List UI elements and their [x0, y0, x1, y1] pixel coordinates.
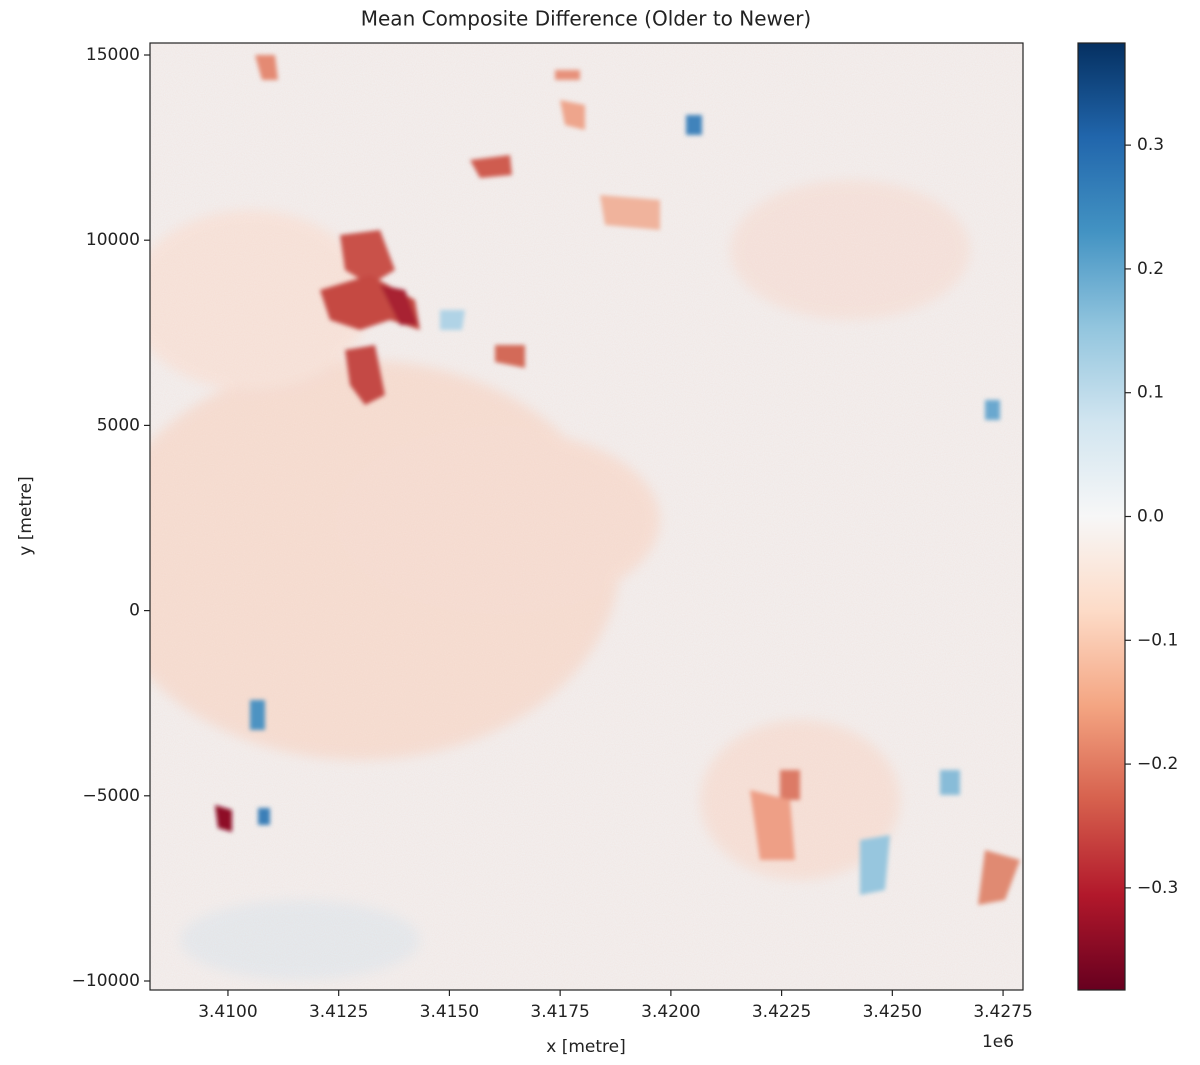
x-tick-label: 3.4125	[309, 1002, 368, 1022]
y-tick-label: −10000	[72, 971, 140, 991]
colorbar-tick-label: 0.3	[1137, 135, 1164, 155]
y-tick-label: 10000	[86, 230, 140, 250]
y-tick-label: 15000	[86, 45, 140, 65]
x-offset-label: 1e6	[982, 1032, 1014, 1052]
y-axis-label: y [metre]	[16, 476, 36, 556]
x-tick-label: 3.4250	[863, 1002, 922, 1022]
colorbar	[1077, 42, 1126, 991]
x-tick-label: 3.4200	[641, 1002, 700, 1022]
raster	[150, 43, 1023, 990]
y-tick-label: 0	[129, 601, 140, 621]
colorbar-tick-label: −0.3	[1137, 878, 1178, 898]
y-tick-label: 5000	[97, 415, 140, 435]
x-tick-label: 3.4150	[420, 1002, 479, 1022]
colorbar-tick-label: 0.2	[1137, 259, 1164, 279]
colorbar-tick-label: −0.1	[1137, 630, 1178, 650]
colorbar-tick-label: 0.1	[1137, 383, 1164, 403]
x-tick-label: 3.4225	[752, 1002, 811, 1022]
x-tick-label: 3.4175	[530, 1002, 589, 1022]
x-tick-label: 3.4275	[973, 1002, 1032, 1022]
plot-frame	[149, 42, 1024, 991]
y-tick-label: −5000	[82, 786, 140, 806]
colorbar-tick-label: −0.2	[1137, 754, 1178, 774]
x-tick-label: 3.4100	[198, 1002, 257, 1022]
chart-title: Mean Composite Difference (Older to Newe…	[361, 7, 811, 31]
x-axis-label: x [metre]	[546, 1037, 626, 1057]
colorbar-tick-label: 0.0	[1137, 507, 1164, 527]
